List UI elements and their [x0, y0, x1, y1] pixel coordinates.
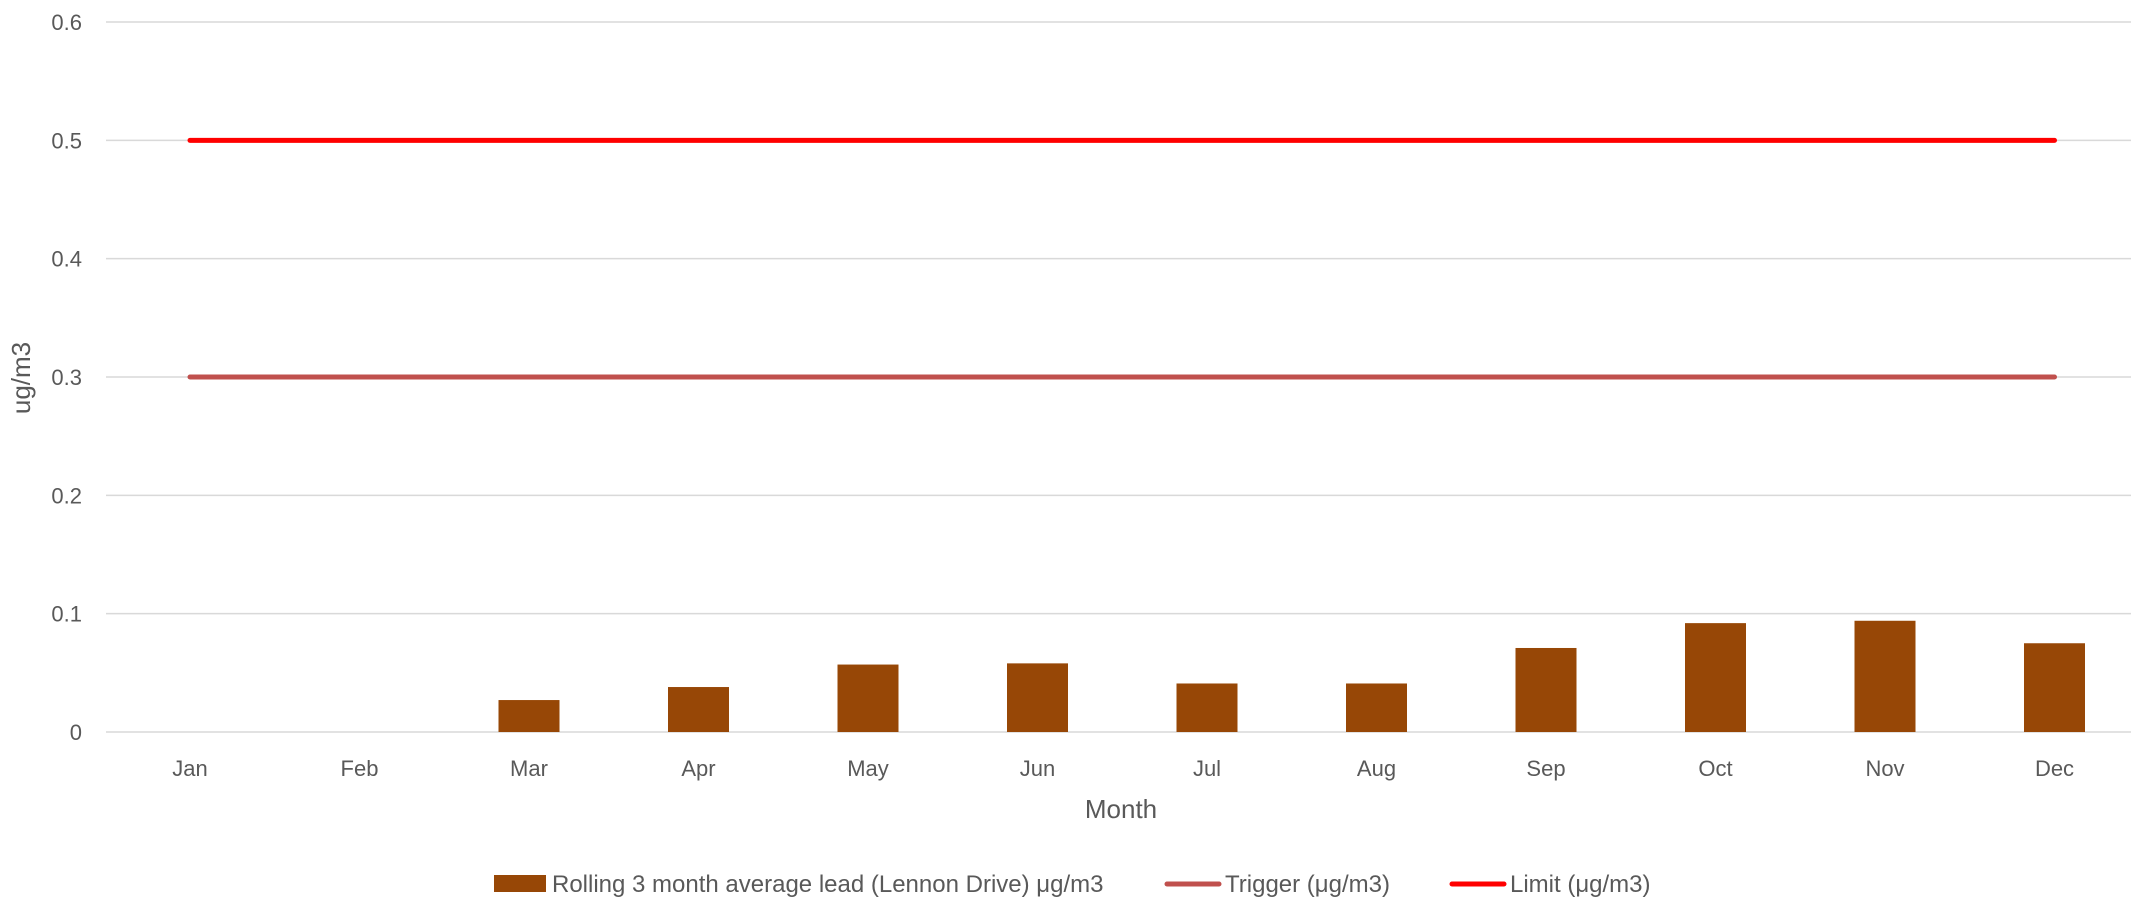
y-tick-label: 0 [70, 720, 82, 745]
bar-apr [668, 687, 729, 732]
x-tick-label: Dec [2035, 756, 2074, 781]
legend: Rolling 3 month average lead (Lennon Dri… [494, 871, 1651, 897]
bar-jun [1007, 663, 1068, 732]
x-tick-labels: Jan Feb Mar Apr May Jun Jul Aug Sep Oct Nov Dec [172, 756, 2074, 781]
bar-dec [2024, 643, 2085, 732]
y-tick-label: 0.6 [51, 10, 82, 35]
x-tick-label: Feb [341, 756, 379, 781]
y-axis-title: ug/m3 [6, 342, 36, 414]
y-tick-labels: 0 0.1 0.2 0.3 0.4 0.5 0.6 [51, 10, 82, 745]
y-tick-label: 0.5 [51, 128, 82, 153]
legend-item-1: Trigger (μg/m3) [1164, 871, 1390, 897]
x-tick-label: Oct [1698, 756, 1732, 781]
x-tick-label: Mar [510, 756, 548, 781]
x-tick-label: Sep [1526, 756, 1565, 781]
x-tick-label: Apr [681, 756, 715, 781]
legend-swatch [494, 875, 546, 892]
x-tick-label: Aug [1357, 756, 1396, 781]
x-axis-title: Month [1085, 794, 1157, 824]
legend-item-2: Limit (μg/m3) [1449, 871, 1651, 897]
bars [498, 620, 2085, 732]
bar-sep [1515, 647, 1577, 732]
legend-label: Rolling 3 month average lead (Lennon Dri… [552, 871, 1103, 897]
bar-nov [1854, 620, 1916, 732]
x-tick-label: Jun [1020, 756, 1055, 781]
x-tick-label: Jul [1193, 756, 1221, 781]
bar-jul [1176, 683, 1238, 732]
y-tick-label: 0.3 [51, 365, 82, 390]
bar-aug [1346, 683, 1407, 732]
legend-item-0: Rolling 3 month average lead (Lennon Dri… [494, 871, 1103, 897]
bar-may [837, 664, 899, 732]
y-tick-label: 0.4 [51, 247, 82, 272]
x-tick-label: Nov [1865, 756, 1904, 781]
y-tick-label: 0.2 [51, 483, 82, 508]
bar-mar [498, 700, 560, 732]
bar-oct [1685, 623, 1746, 732]
legend-label: Trigger (μg/m3) [1225, 871, 1390, 897]
threshold-lines [187, 137, 2057, 380]
y-tick-label: 0.1 [51, 602, 82, 627]
x-tick-label: Jan [172, 756, 207, 781]
legend-label: Limit (μg/m3) [1510, 871, 1651, 897]
x-tick-label: May [847, 756, 889, 781]
